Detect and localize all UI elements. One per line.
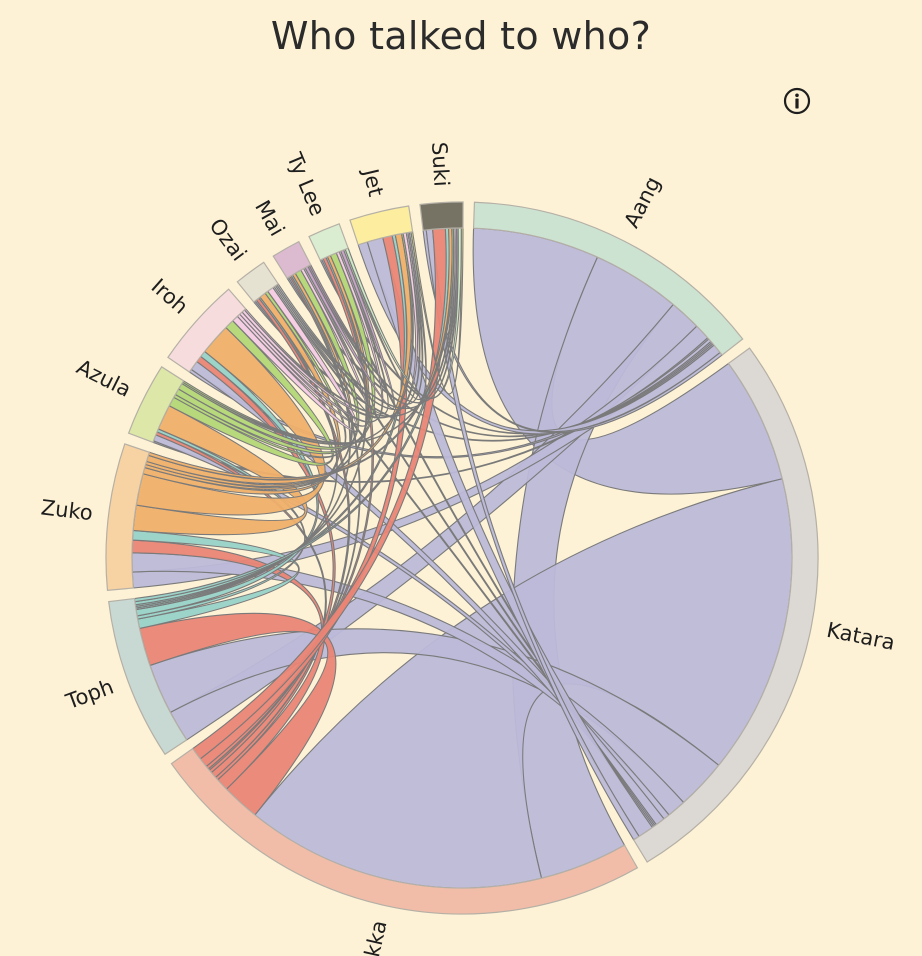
ribbons-layer [131,227,793,889]
group-arc-zuko[interactable] [105,443,151,592]
group-arc-katara[interactable] [632,347,819,863]
group-arc-jet[interactable] [349,205,414,246]
group-label-toph: Toph [62,675,117,715]
group-label-azula: Azula [73,355,135,402]
group-arc-azula[interactable] [127,366,185,444]
group-arc-mai[interactable] [272,240,312,280]
group-label-zuko: Zuko [40,495,94,525]
group-arc-ozai[interactable] [236,261,280,303]
group-arc-ty-lee[interactable] [308,223,349,261]
group-label-ozai: Ozai [204,214,251,265]
group-label-mai: Mai [250,196,289,240]
group-arc-iroh[interactable] [167,288,247,373]
group-label-iroh: Iroh [147,274,193,319]
group-arc-suki[interactable] [419,201,464,231]
info-icon[interactable] [783,87,811,115]
group-label-aang: Aang [619,173,665,232]
group-label-katara: Katara [825,618,897,655]
group-label-jet: Jet [358,165,388,199]
group-arc-aang[interactable] [472,201,744,356]
group-label-ty-lee: Ty Lee [282,148,330,219]
group-label-suki: Suki [427,141,454,187]
group-label-sokka: Sokka [354,918,391,956]
chart-title: Who talked to who? [270,14,652,58]
group-arc-toph[interactable] [108,597,188,756]
arcs-layer [105,201,819,915]
group-arc-sokka[interactable] [170,747,639,915]
